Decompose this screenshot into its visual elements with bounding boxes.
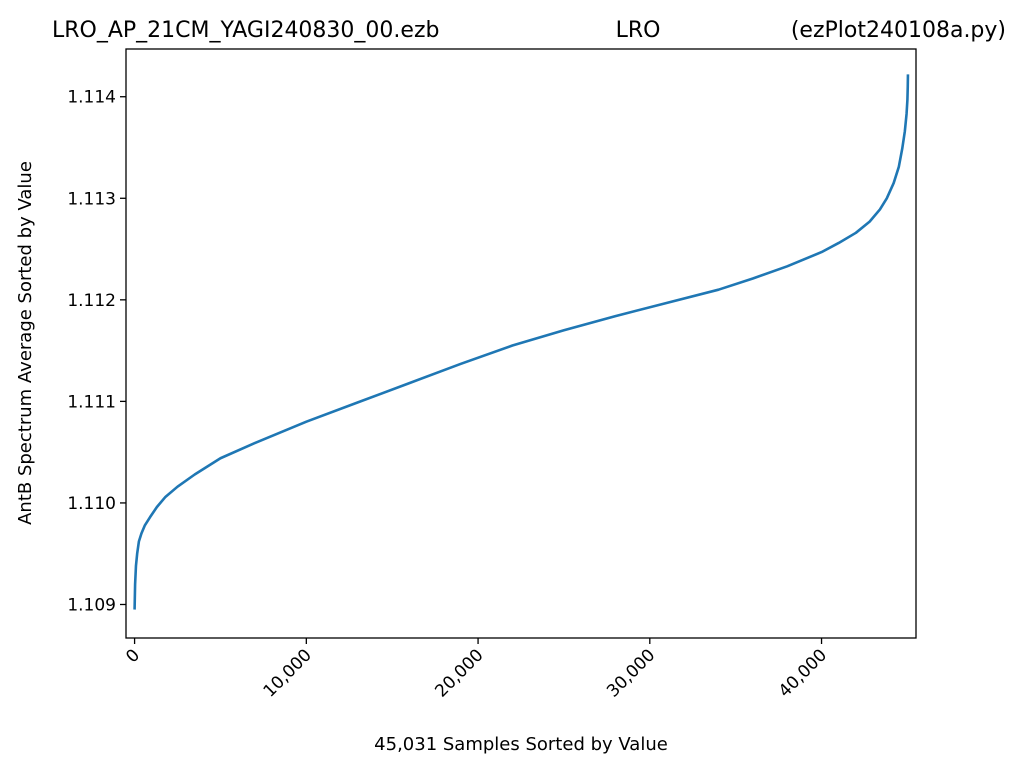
x-tick-label: 20,000 bbox=[431, 645, 487, 701]
title-left: LRO_AP_21CM_YAGI240830_00.ezb bbox=[52, 18, 439, 43]
y-tick-label: 1.114 bbox=[67, 88, 116, 108]
x-tick-label: 0 bbox=[122, 645, 144, 667]
y-axis-ticks: 1.109 1.110 1.111 1.112 1.113 1.114 bbox=[67, 88, 126, 615]
y-tick-label: 1.110 bbox=[67, 494, 116, 514]
y-tick-label: 1.113 bbox=[67, 189, 116, 209]
title-center: LRO bbox=[616, 18, 661, 43]
x-axis-ticks: 0 10,000 20,000 30,000 40,000 bbox=[122, 638, 831, 702]
title-right: (ezPlot240108a.py) bbox=[791, 18, 1006, 43]
x-tick-label: 10,000 bbox=[260, 645, 316, 701]
y-axis-label: AntB Spectrum Average Sorted by Value bbox=[15, 161, 36, 525]
y-tick-label: 1.111 bbox=[67, 392, 116, 412]
series-line bbox=[133, 74, 910, 610]
x-axis-label: 45,031 Samples Sorted by Value bbox=[374, 734, 668, 755]
y-tick-label: 1.109 bbox=[67, 595, 116, 615]
plot-area-frame bbox=[125, 48, 917, 639]
y-tick-label: 1.112 bbox=[67, 291, 116, 311]
x-tick-label: 30,000 bbox=[603, 645, 659, 701]
x-tick-label: 40,000 bbox=[775, 645, 831, 701]
